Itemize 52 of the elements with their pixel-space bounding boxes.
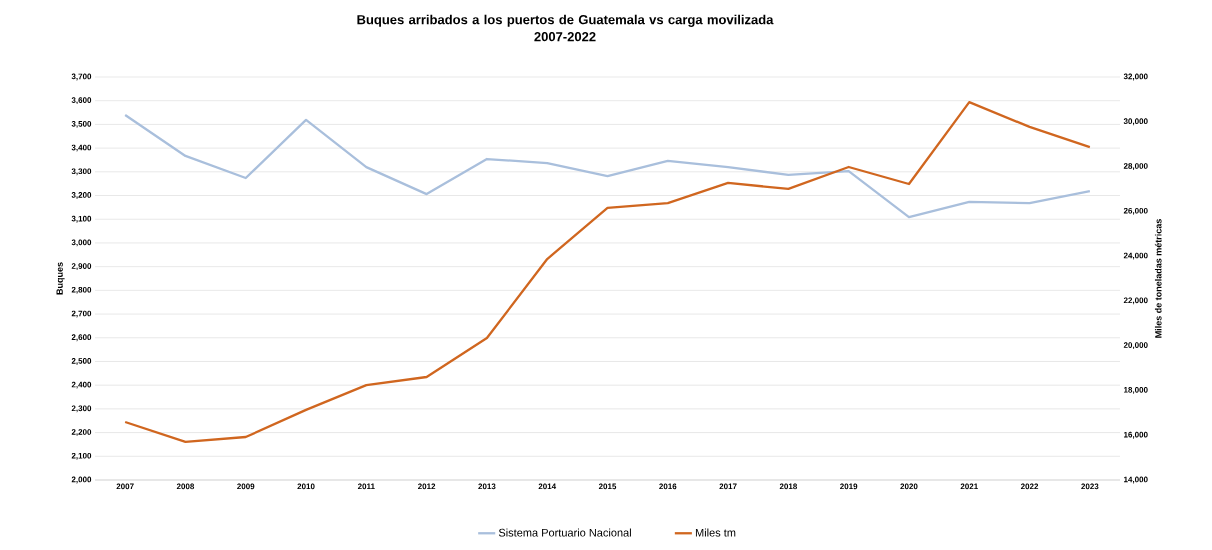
x-tick-label: 2019: [840, 483, 858, 490]
y-tick-label: 3,600: [71, 97, 92, 105]
y-tick-label: 2,200: [71, 429, 92, 436]
chart-title: Buques arribados a los puertos de Guatemala vs carga movilizada 2007-2022: [357, 14, 774, 42]
y2-tick-label: 24,000: [1123, 252, 1148, 260]
y-tick-label: 2,300: [71, 405, 92, 413]
y-tick-label: 2,000: [71, 476, 92, 484]
line-series: [124, 100, 1091, 444]
x-tick-label: 2011: [357, 483, 375, 490]
y-tick-label: 3,400: [71, 144, 92, 152]
y-tick-label: 2,100: [71, 452, 92, 460]
line-series: [124, 113, 1091, 219]
y-tick-label: 2,900: [71, 263, 92, 271]
x-tick-label: 2012: [418, 483, 436, 490]
y2-tick-label: 26,000: [1123, 207, 1148, 215]
y2-tick-label: 14,000: [1124, 476, 1148, 484]
y-tick-label: 3,000: [71, 239, 92, 247]
y-tick-label: 3,700: [71, 73, 92, 81]
y-tick-label: 2,400: [71, 381, 92, 389]
y2-tick-label: 28,000: [1123, 163, 1148, 170]
x-tick-label: 2015: [598, 483, 617, 490]
y2-tick-label: 30,000: [1123, 118, 1148, 126]
x-tick-label: 2010: [297, 483, 315, 490]
x-tick-label: 2009: [237, 483, 255, 490]
y-tick-label: 2,600: [71, 334, 92, 342]
x-tick-label: 2013: [478, 483, 496, 490]
y-tick-label: 2,500: [71, 358, 92, 365]
y-tick-label: 2,800: [71, 286, 92, 294]
y-tick-label: 3,200: [71, 192, 92, 199]
y-tick-label: 3,300: [71, 168, 92, 176]
y-tick-label: 2,700: [71, 310, 92, 318]
x-tick-label: 2023: [1081, 483, 1099, 490]
y2-tick-label: 16,000: [1124, 431, 1148, 439]
y2-tick-label: 18,000: [1124, 387, 1148, 394]
y2-tick-label: 20,000: [1123, 342, 1148, 350]
x-tick-label: 2022: [1020, 483, 1039, 490]
y2-tick-label: 22,000: [1123, 297, 1148, 305]
x-tick-label: 2021: [960, 483, 978, 490]
x-tick-label: 2018: [779, 483, 798, 490]
x-tick-label: 2016: [659, 483, 677, 490]
x-tick-label: 2007: [116, 483, 134, 490]
y-tick-label: 3,500: [71, 121, 92, 128]
x-tick-label: 2008: [176, 483, 195, 490]
legend-label: Miles tm: [695, 528, 736, 537]
y-axis-title: Buques: [56, 262, 65, 295]
legend-label: Sistema Portuario Nacional: [498, 528, 631, 537]
y-tick-label: 3,100: [71, 215, 92, 223]
x-tick-label: 2017: [719, 483, 737, 490]
y2-tick-label: 32,000: [1123, 73, 1148, 81]
y2-axis-title: Miles de toneladas métricas: [1154, 219, 1162, 338]
x-tick-label: 2020: [900, 483, 918, 490]
x-tick-label: 2014: [538, 483, 557, 490]
